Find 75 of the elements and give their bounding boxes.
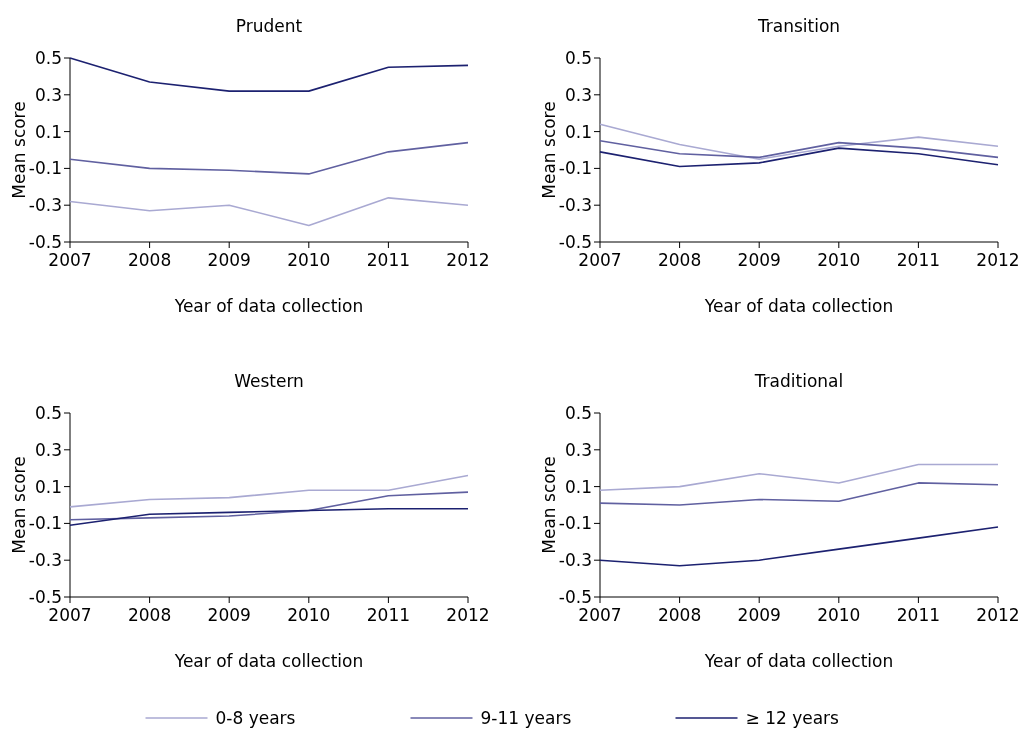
x-tick-label: 2012 [446, 250, 490, 270]
line-series [599, 147, 999, 168]
x-tick-label: 2007 [578, 250, 622, 270]
line-series [69, 197, 469, 227]
chart-title: Prudent [235, 16, 303, 36]
x-tick-label: 2010 [817, 250, 861, 270]
y-tick-label: -0.1 [558, 158, 592, 179]
y-tick-label: 0.5 [34, 402, 62, 423]
x-tick-label: 2009 [737, 250, 781, 270]
legend-label: 9-11 years [480, 707, 572, 728]
x-tick-label: 2008 [127, 250, 172, 270]
x-tick-label: 2012 [446, 605, 490, 625]
y-tick-label: -0.5 [558, 586, 592, 607]
chart-title: Western [234, 371, 304, 391]
y-tick-label: 0.1 [34, 476, 62, 497]
x-axis-title: Year of data collection [173, 296, 364, 316]
x-tick-label: 2010 [287, 605, 331, 625]
line-series [69, 491, 469, 521]
x-tick-label: 2011 [896, 250, 941, 270]
y-tick-label: 0.5 [564, 47, 592, 68]
y-tick-label: 0.3 [564, 84, 592, 105]
x-tick-label: 2012 [976, 605, 1020, 625]
y-tick-label: -0.3 [28, 550, 62, 571]
y-tick-label: -0.1 [28, 513, 62, 534]
x-tick-label: 2008 [127, 605, 172, 625]
line-series [599, 482, 999, 506]
x-tick-label: 2011 [896, 605, 941, 625]
x-tick-label: 2008 [657, 605, 702, 625]
y-tick-label: 0.3 [34, 439, 62, 460]
y-axis-title: Mean score [9, 456, 29, 554]
x-axis-title: Year of data collection [703, 651, 894, 671]
x-tick-label: 2011 [366, 250, 411, 270]
y-tick-label: -0.1 [558, 513, 592, 534]
line-series [599, 526, 999, 567]
legend-label: 0-8 years [215, 707, 296, 728]
y-tick-label: 0.1 [564, 121, 592, 142]
x-tick-label: 2010 [287, 250, 331, 270]
x-tick-label: 2007 [578, 605, 622, 625]
x-tick-label: 2009 [207, 250, 251, 270]
y-tick-label: -0.1 [28, 158, 62, 179]
y-tick-label: -0.5 [28, 231, 62, 252]
x-tick-label: 2009 [207, 605, 251, 625]
line-series [599, 140, 999, 159]
line-series [69, 474, 469, 508]
y-tick-label: 0.3 [564, 439, 592, 460]
y-tick-label: 0.1 [564, 476, 592, 497]
chart-title: Transition [756, 16, 841, 36]
x-tick-label: 2007 [48, 605, 92, 625]
line-series [69, 141, 469, 175]
y-tick-label: 0.3 [34, 84, 62, 105]
x-tick-label: 2012 [976, 250, 1020, 270]
x-axis-title: Year of data collection [173, 651, 364, 671]
x-tick-label: 2011 [366, 605, 411, 625]
x-tick-label: 2009 [737, 605, 781, 625]
x-tick-label: 2010 [817, 605, 861, 625]
y-axis-title: Mean score [539, 101, 559, 199]
line-series [69, 507, 469, 527]
x-tick-label: 2007 [48, 250, 92, 270]
chart-title: Traditional [753, 371, 844, 391]
y-tick-label: 0.5 [564, 402, 592, 423]
line-series [599, 463, 999, 492]
y-tick-label: -0.3 [558, 195, 592, 216]
line-series [69, 57, 469, 92]
y-axis-title: Mean score [539, 456, 559, 554]
line-series [599, 123, 999, 160]
legend-label: ≥ 12 years [745, 707, 840, 728]
y-axis-title: Mean score [9, 101, 29, 199]
y-tick-label: -0.5 [28, 586, 62, 607]
x-axis-title: Year of data collection [703, 296, 894, 316]
y-tick-label: -0.3 [558, 550, 592, 571]
y-tick-label: -0.3 [28, 195, 62, 216]
y-tick-label: 0.5 [34, 47, 62, 68]
y-tick-label: 0.1 [34, 121, 62, 142]
y-tick-label: -0.5 [558, 231, 592, 252]
x-tick-label: 2008 [657, 250, 702, 270]
